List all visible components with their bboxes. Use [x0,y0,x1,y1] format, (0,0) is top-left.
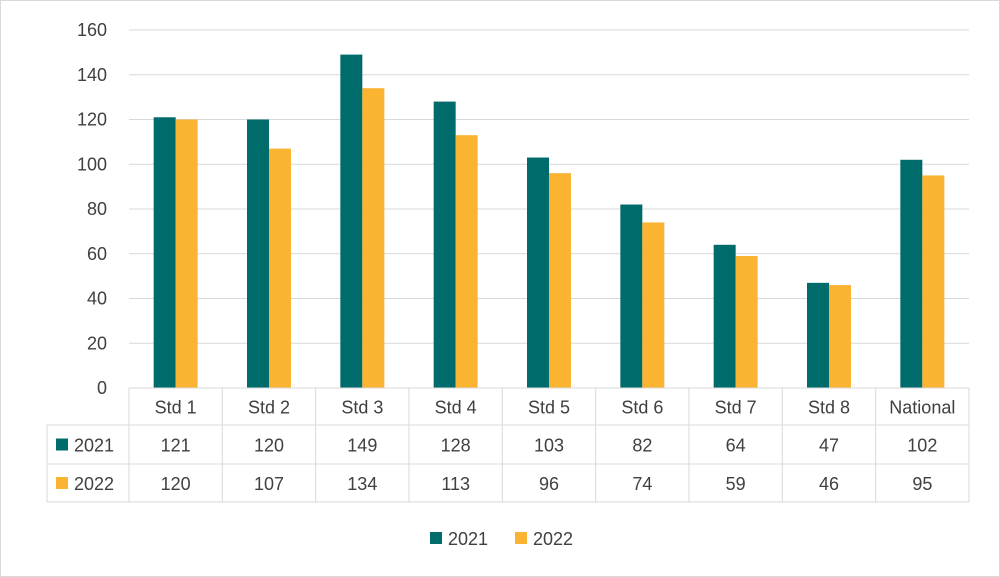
bar-2022-4 [549,173,571,388]
y-tick-label: 100 [77,154,107,174]
x-tick-label: Std 7 [715,398,757,418]
data-label: 107 [254,474,284,494]
data-label: 120 [254,436,284,456]
y-tick-label: 120 [77,110,107,130]
x-tick-label: Std 8 [808,398,850,418]
bar-2022-3 [455,135,478,388]
data-label: 96 [539,474,559,494]
data-label: 102 [907,436,937,456]
legend-swatch-2022 [515,532,527,544]
legend-label-2021: 2021 [448,529,488,549]
y-tick-label: 140 [77,65,107,85]
x-tick-label: Std 3 [341,398,383,418]
bar-2021-1 [247,119,269,388]
bar-2021-8 [900,159,923,388]
x-tick-label: Std 1 [155,398,197,418]
x-tick-label: Std 4 [435,398,477,418]
data-label: 103 [534,436,564,456]
data-label: 113 [441,474,470,494]
y-tick-label: 40 [87,289,107,309]
y-tick-label: 0 [97,378,107,398]
data-label: 64 [726,436,746,456]
bar-2021-0 [153,117,176,388]
data-label: 149 [347,436,377,456]
y-tick-label: 80 [87,199,107,219]
bar-2022-5 [642,222,665,388]
table-series-key [56,477,68,489]
legend: 2021 2022 [430,529,573,549]
bar-2021-5 [620,204,643,388]
data-label: 82 [632,436,652,456]
data-label: 128 [441,436,471,456]
data-label: 46 [819,474,839,494]
bar-2021-7 [807,282,829,388]
table-series-name: 2022 [74,474,114,494]
bar-2022-8 [922,175,945,388]
y-tick-label: 20 [87,333,107,353]
bar-2021-4 [527,157,549,388]
bar-2022-6 [735,255,758,388]
data-table: Std 1 Std 2 Std 3 Std 4 Std 5 Std 6 Std 7 Std 8… [46,387,970,503]
y-axis: 0 20 40 60 80 100 120 140 160 [77,20,107,398]
legend-label-2022: 2022 [533,529,573,549]
x-tick-label: Std 6 [621,398,663,418]
data-label: 134 [347,474,377,494]
y-tick-label: 160 [77,20,107,40]
x-tick-label: Std 2 [248,398,290,418]
data-label: 47 [819,436,839,456]
bar-2021-2 [340,54,363,389]
bar-2022-0 [175,119,198,388]
y-tick-label: 60 [87,244,107,264]
data-label: 95 [912,474,932,494]
data-label: 121 [161,436,191,456]
table-series-key [56,438,68,451]
legend-swatch-2021 [430,532,442,544]
bar-2022-7 [829,285,851,388]
data-label: 120 [161,474,191,494]
bar-2022-1 [269,148,291,388]
bar-2022-2 [362,88,385,389]
x-tick-label: National [889,398,955,418]
table-series-name: 2021 [74,436,114,456]
bar-2021-6 [713,244,736,388]
bar-2021-3 [433,101,456,388]
bars [153,54,945,389]
data-label: 59 [726,474,746,494]
data-label: 74 [632,474,652,494]
x-tick-label: Std 5 [528,398,570,418]
